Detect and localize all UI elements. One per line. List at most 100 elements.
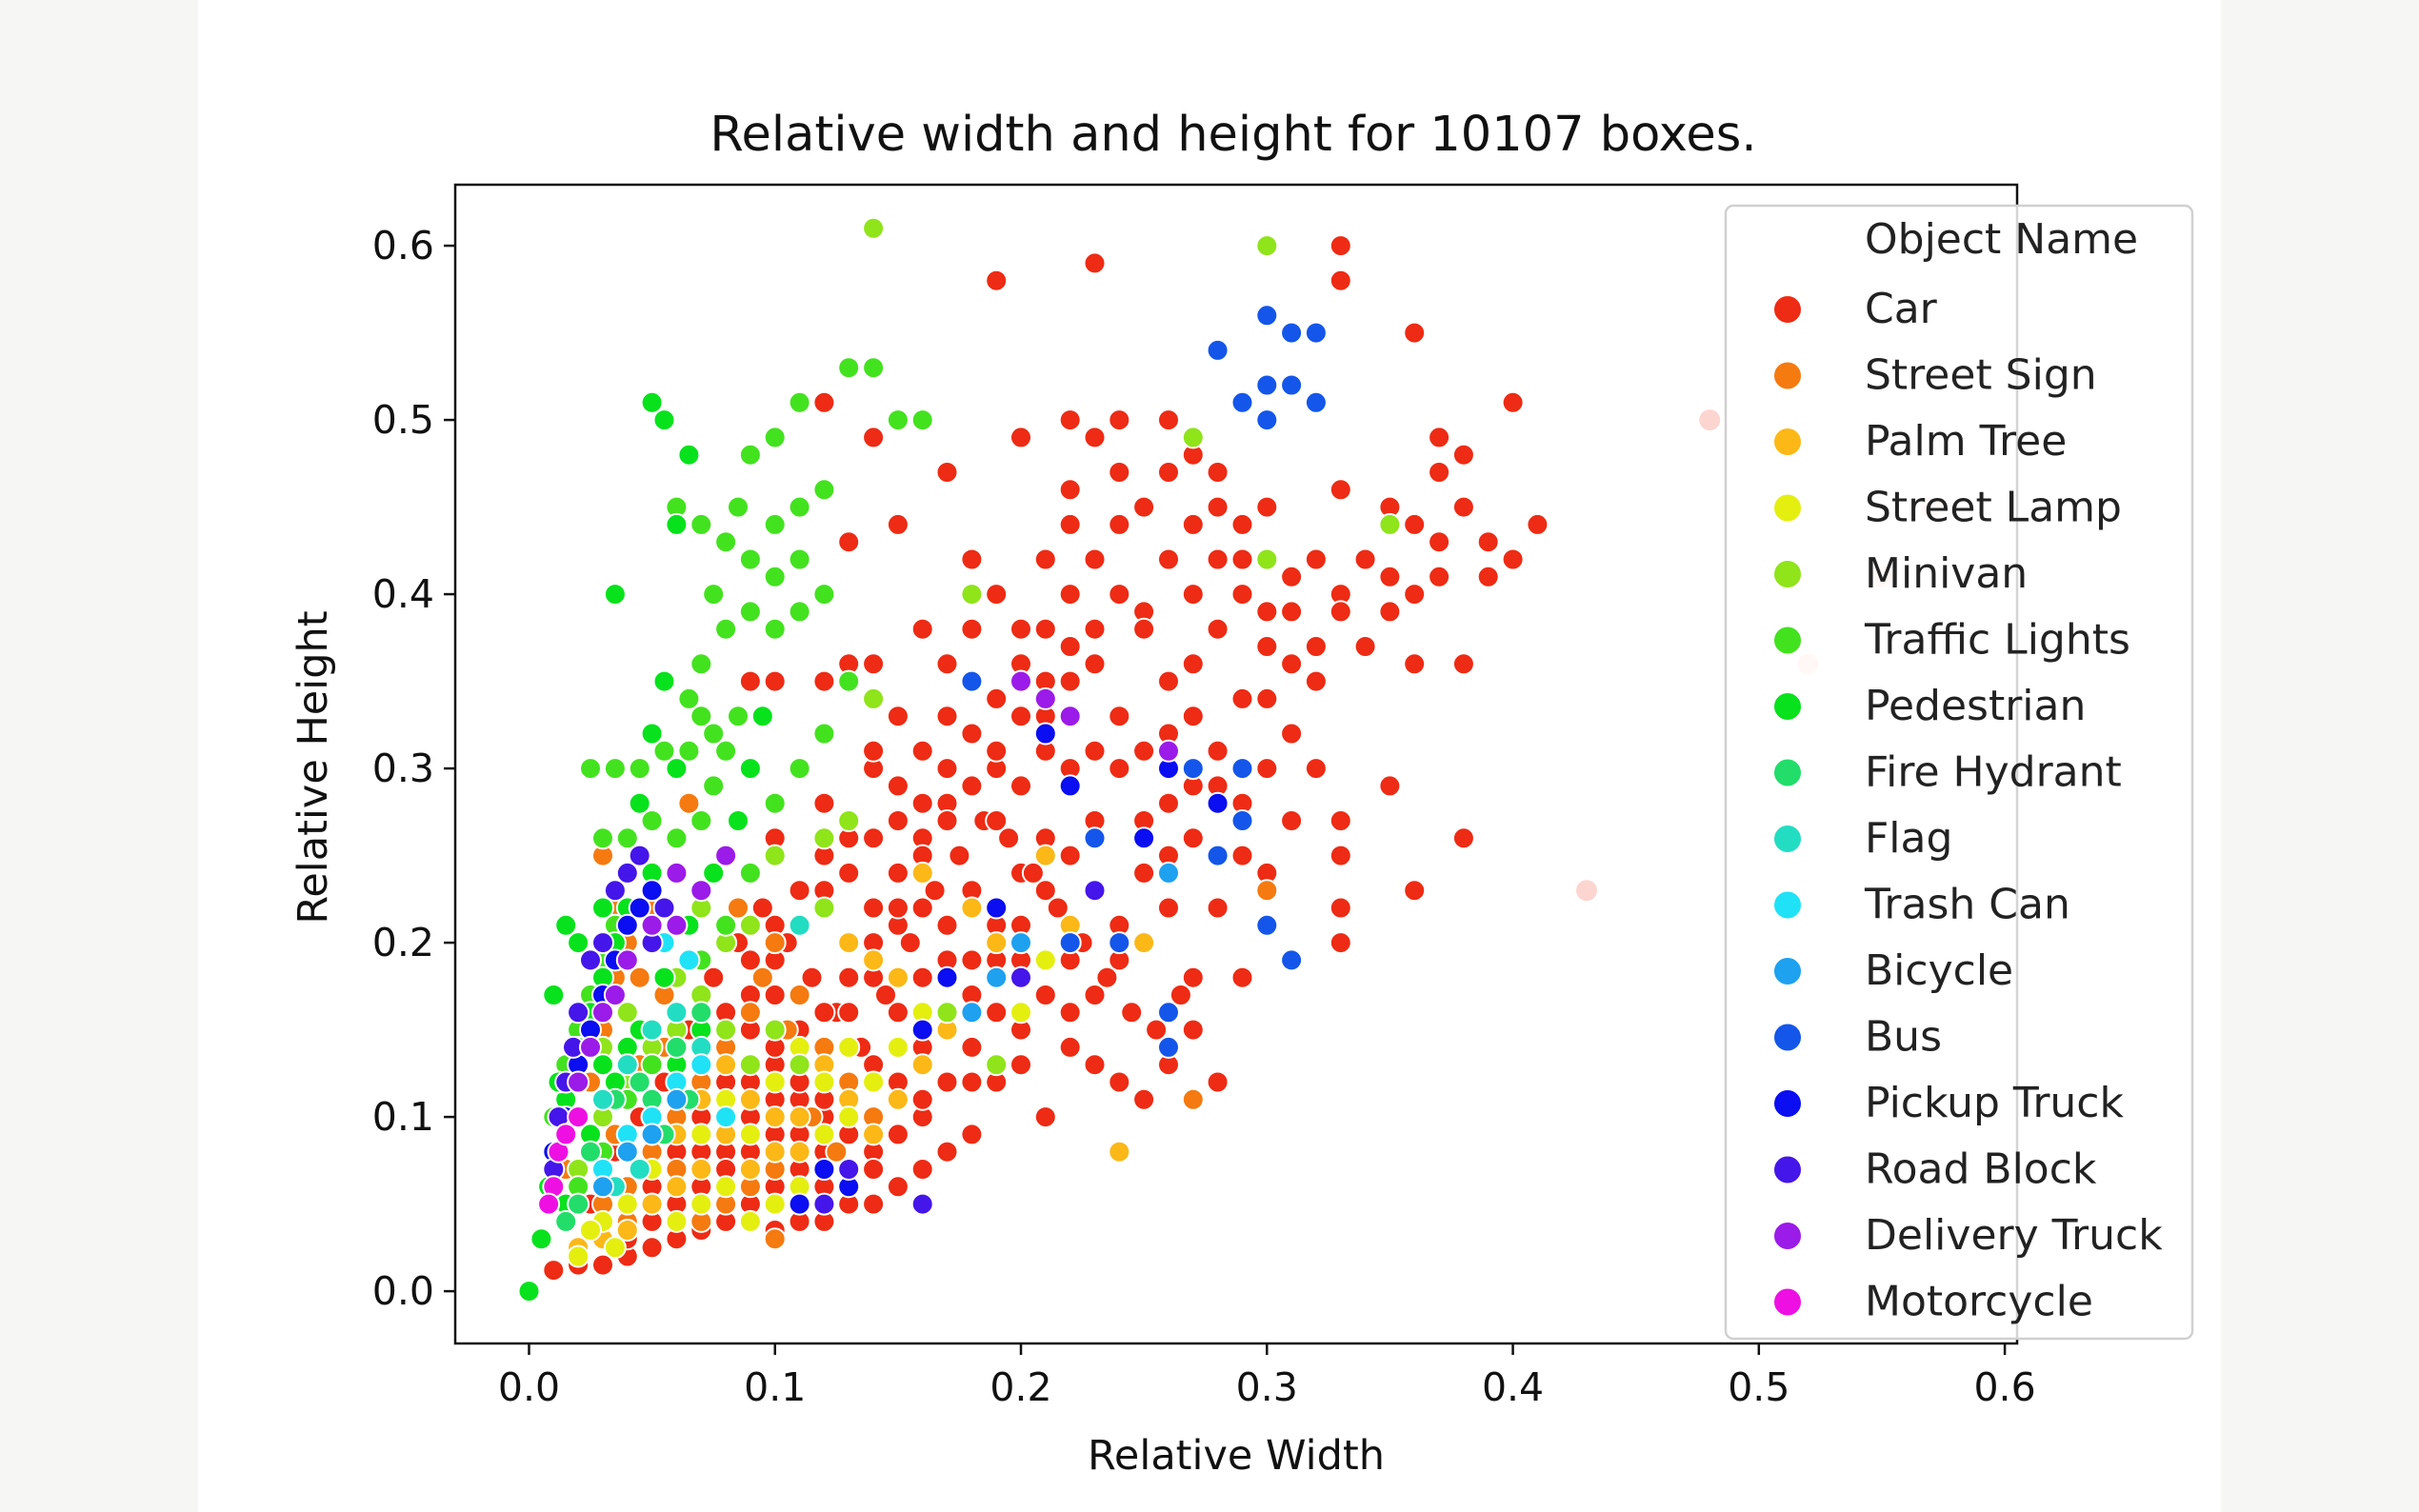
scatter-point [1058,1001,1082,1025]
scatter-point [1280,652,1304,676]
scatter-point [985,965,1009,989]
scatter-point [652,896,676,920]
scatter-point [665,861,689,885]
scatter-point [1230,390,1254,414]
scatter-point [1304,635,1328,658]
scatter-point [603,984,627,1006]
scatter-point [1181,1087,1205,1111]
scatter-point [862,1070,886,1094]
scatter-point [615,1001,639,1025]
scatter-point [1255,635,1279,658]
scatter-point [985,686,1009,710]
legend-marker [1772,956,1803,986]
legend-marker [1772,1221,1803,1251]
legend-label: Traffic Lights [1864,616,2130,665]
scatter-point [640,913,664,937]
scatter-point [1403,652,1427,676]
scatter-point [1083,426,1107,449]
scatter-point [615,861,639,885]
scatter-point [862,1158,886,1181]
scatter-point [1083,547,1107,571]
scatter-point [788,879,811,903]
scatter-point [1058,669,1082,693]
scatter-point [960,722,984,746]
scatter-point [1206,896,1229,920]
scatter-point [1108,461,1131,484]
scatter-point [1058,844,1082,867]
scatter-point [985,583,1009,607]
x-tick-label: 0.3 [1236,1364,1298,1410]
scatter-point [1206,495,1229,519]
scatter-point [1033,547,1057,571]
scatter-point [812,1192,836,1216]
scatter-point [1230,583,1254,607]
scatter-point [985,739,1009,763]
scatter-point [1255,495,1279,519]
scatter-point [665,1175,689,1199]
scatter-point [862,896,886,920]
scatter-point [1095,965,1119,989]
scatter-point [1255,373,1279,397]
scatter-point [763,1070,787,1094]
scatter-point [1230,757,1254,781]
scatter-point [886,965,910,989]
scatter-point [1157,1035,1180,1059]
scatter-point [910,791,934,815]
scatter-point [738,443,762,467]
scatter-point [690,809,713,832]
scatter-point [1280,600,1304,624]
scatter-point [960,774,984,798]
scatter-point [788,757,811,781]
legend-frame [1724,204,2194,1341]
scatter-point [886,774,910,798]
scatter-point [1304,757,1328,781]
scatter-point [1329,896,1352,920]
scatter-point [579,948,602,972]
scatter-point [579,757,602,781]
scatter-point [1451,826,1475,850]
scatter-point [1058,583,1082,607]
scatter-point [1403,879,1427,903]
legend-marker [1772,889,1803,921]
scatter-point [517,1280,541,1303]
scatter-point [1476,530,1500,554]
scatter-point-faded [1576,880,1597,902]
scatter-point [1304,547,1328,571]
scatter-point [862,948,886,972]
scatter-point [1083,984,1107,1006]
legend-marker [1772,360,1803,391]
scatter-point [615,1140,639,1164]
scatter-point [628,896,651,920]
scatter-point [1501,390,1525,414]
scatter-point [1329,809,1352,832]
scatter-point [738,669,762,693]
scatter-point [935,965,959,989]
scatter-point [554,1209,578,1233]
scatter-point [1132,739,1156,763]
legend-marker [1772,1154,1803,1185]
scatter-point [591,1175,614,1199]
scatter-point [690,512,713,536]
scatter-point [591,1253,614,1277]
y-tick-label: 0.4 [372,571,434,617]
y-tick-label: 0.0 [372,1268,434,1314]
scatter-point [960,1035,984,1059]
scatter-point [567,931,590,955]
scatter-point [591,896,614,920]
scatter-point [1329,269,1352,292]
scatter-point [862,356,886,380]
scatter-point [812,826,836,850]
scatter-point [640,879,664,903]
scatter-point [1428,565,1451,588]
scatter-point [1033,1105,1057,1129]
scatter-point [1206,461,1229,484]
scatter-point [985,809,1009,832]
scatter-point [960,669,984,693]
series-car [542,234,1549,1283]
scatter-point [1033,844,1057,867]
scatter-point-faded [1699,409,1721,431]
scatter-point [591,1053,614,1077]
scatter-point [542,984,566,1006]
scatter-point [1304,390,1328,414]
scatter-point [1181,652,1205,676]
